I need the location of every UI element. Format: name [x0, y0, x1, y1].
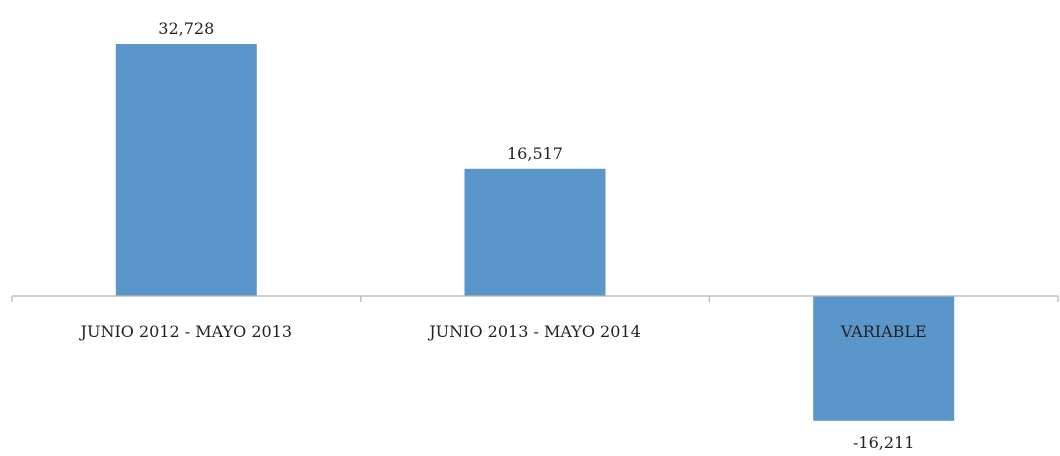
data-label-1: 32,728: [158, 19, 214, 38]
category-label-3: VARIABLE: [840, 322, 927, 341]
bar-1: [115, 44, 257, 296]
data-label-3: -16,211: [853, 433, 914, 452]
category-label-1: JUNIO 2012 - MAYO 2013: [79, 322, 293, 341]
labels-group: 32,728 JUNIO 2012 - MAYO 2013 16,517 JUNIO …: [79, 19, 927, 452]
x-axis: [11, 295, 1059, 302]
data-label-2: 16,517: [507, 144, 563, 163]
bar-2: [464, 168, 606, 296]
bars-group: [115, 44, 955, 421]
bar-3: [813, 296, 955, 421]
category-label-2: JUNIO 2013 - MAYO 2014: [427, 322, 641, 341]
